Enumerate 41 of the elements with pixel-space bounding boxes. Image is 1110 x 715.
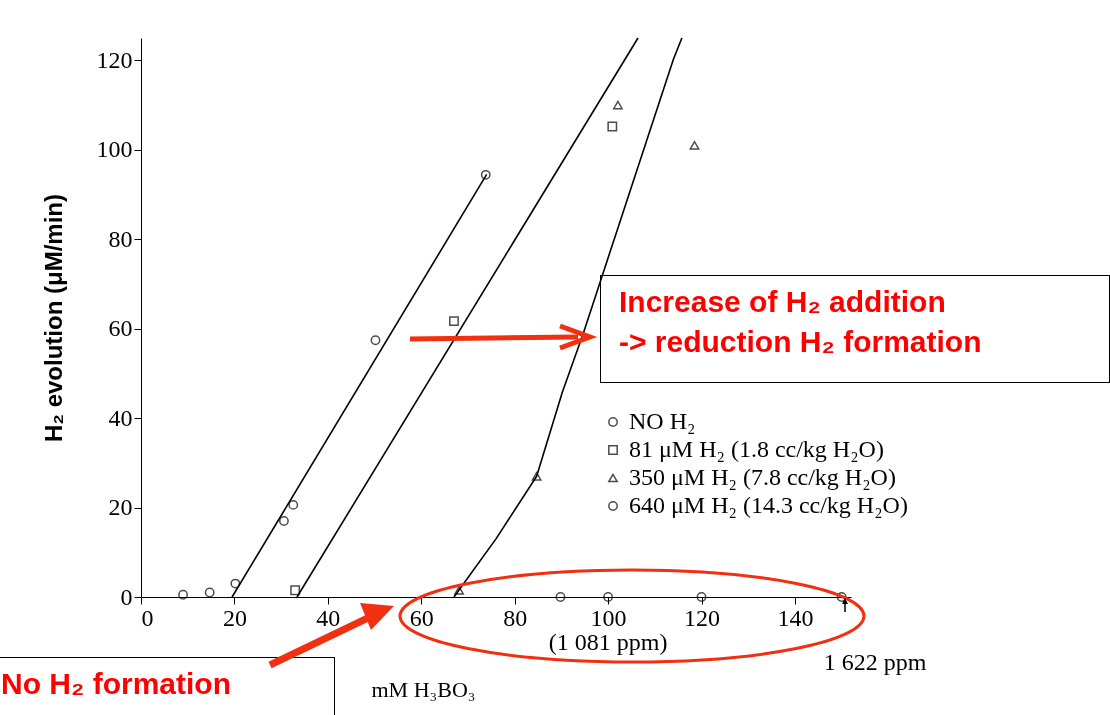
point bbox=[612, 100, 623, 110]
point bbox=[696, 592, 707, 602]
y-tick-label: 120 bbox=[96, 46, 133, 73]
point bbox=[178, 589, 188, 600]
y-tick-label: 80 bbox=[108, 225, 133, 252]
x-tick-label: 20 bbox=[222, 604, 247, 631]
annotation: (1 081 ppm) bbox=[548, 629, 668, 655]
x-tick-label: 40 bbox=[316, 604, 341, 631]
x-axis-title: mM H₃BO₃ bbox=[371, 676, 476, 702]
legend-label: 350 μM H₂ (7.8 cc/kg H₂O) bbox=[629, 464, 896, 490]
x-tick-label: 100 bbox=[590, 604, 627, 631]
point bbox=[531, 471, 542, 481]
legend-label: NO H₂ bbox=[629, 408, 696, 434]
point bbox=[454, 585, 465, 595]
point bbox=[555, 592, 566, 602]
x-tick-label: 80 bbox=[503, 604, 528, 631]
point bbox=[288, 499, 299, 510]
text: No H₂ formation bbox=[0, 657, 335, 715]
y-tick-label: 0 bbox=[120, 583, 133, 610]
y-axis-title: H₂ evolution (μM/min) bbox=[39, 194, 67, 442]
x-tick-label: 140 bbox=[777, 604, 814, 631]
point bbox=[230, 578, 241, 589]
x-tick-label: 60 bbox=[409, 604, 434, 631]
y-tick-label: 20 bbox=[108, 494, 133, 521]
x-tick-label: 0 bbox=[141, 604, 154, 631]
legend-label: 81 μM H₂ (1.8 cc/kg H₂O) bbox=[629, 436, 884, 462]
point bbox=[607, 121, 618, 132]
point bbox=[290, 585, 301, 596]
point bbox=[204, 587, 215, 598]
annotation: 1 622 ppm bbox=[823, 649, 927, 675]
point bbox=[689, 140, 700, 150]
annotation: Increase of H₂ addition -> reduction H₂ formation bbox=[600, 275, 1110, 383]
y-tick-label: 40 bbox=[108, 404, 133, 431]
point bbox=[449, 316, 459, 327]
y-tick-label: 100 bbox=[96, 136, 133, 163]
legend-label: 640 μM H₂ (14.3 cc/kg H₂O) bbox=[629, 492, 908, 518]
point bbox=[603, 592, 614, 602]
point bbox=[279, 516, 289, 526]
point bbox=[370, 335, 381, 346]
y-tick-label: 60 bbox=[108, 315, 133, 342]
x-tick-label: 120 bbox=[684, 604, 721, 631]
